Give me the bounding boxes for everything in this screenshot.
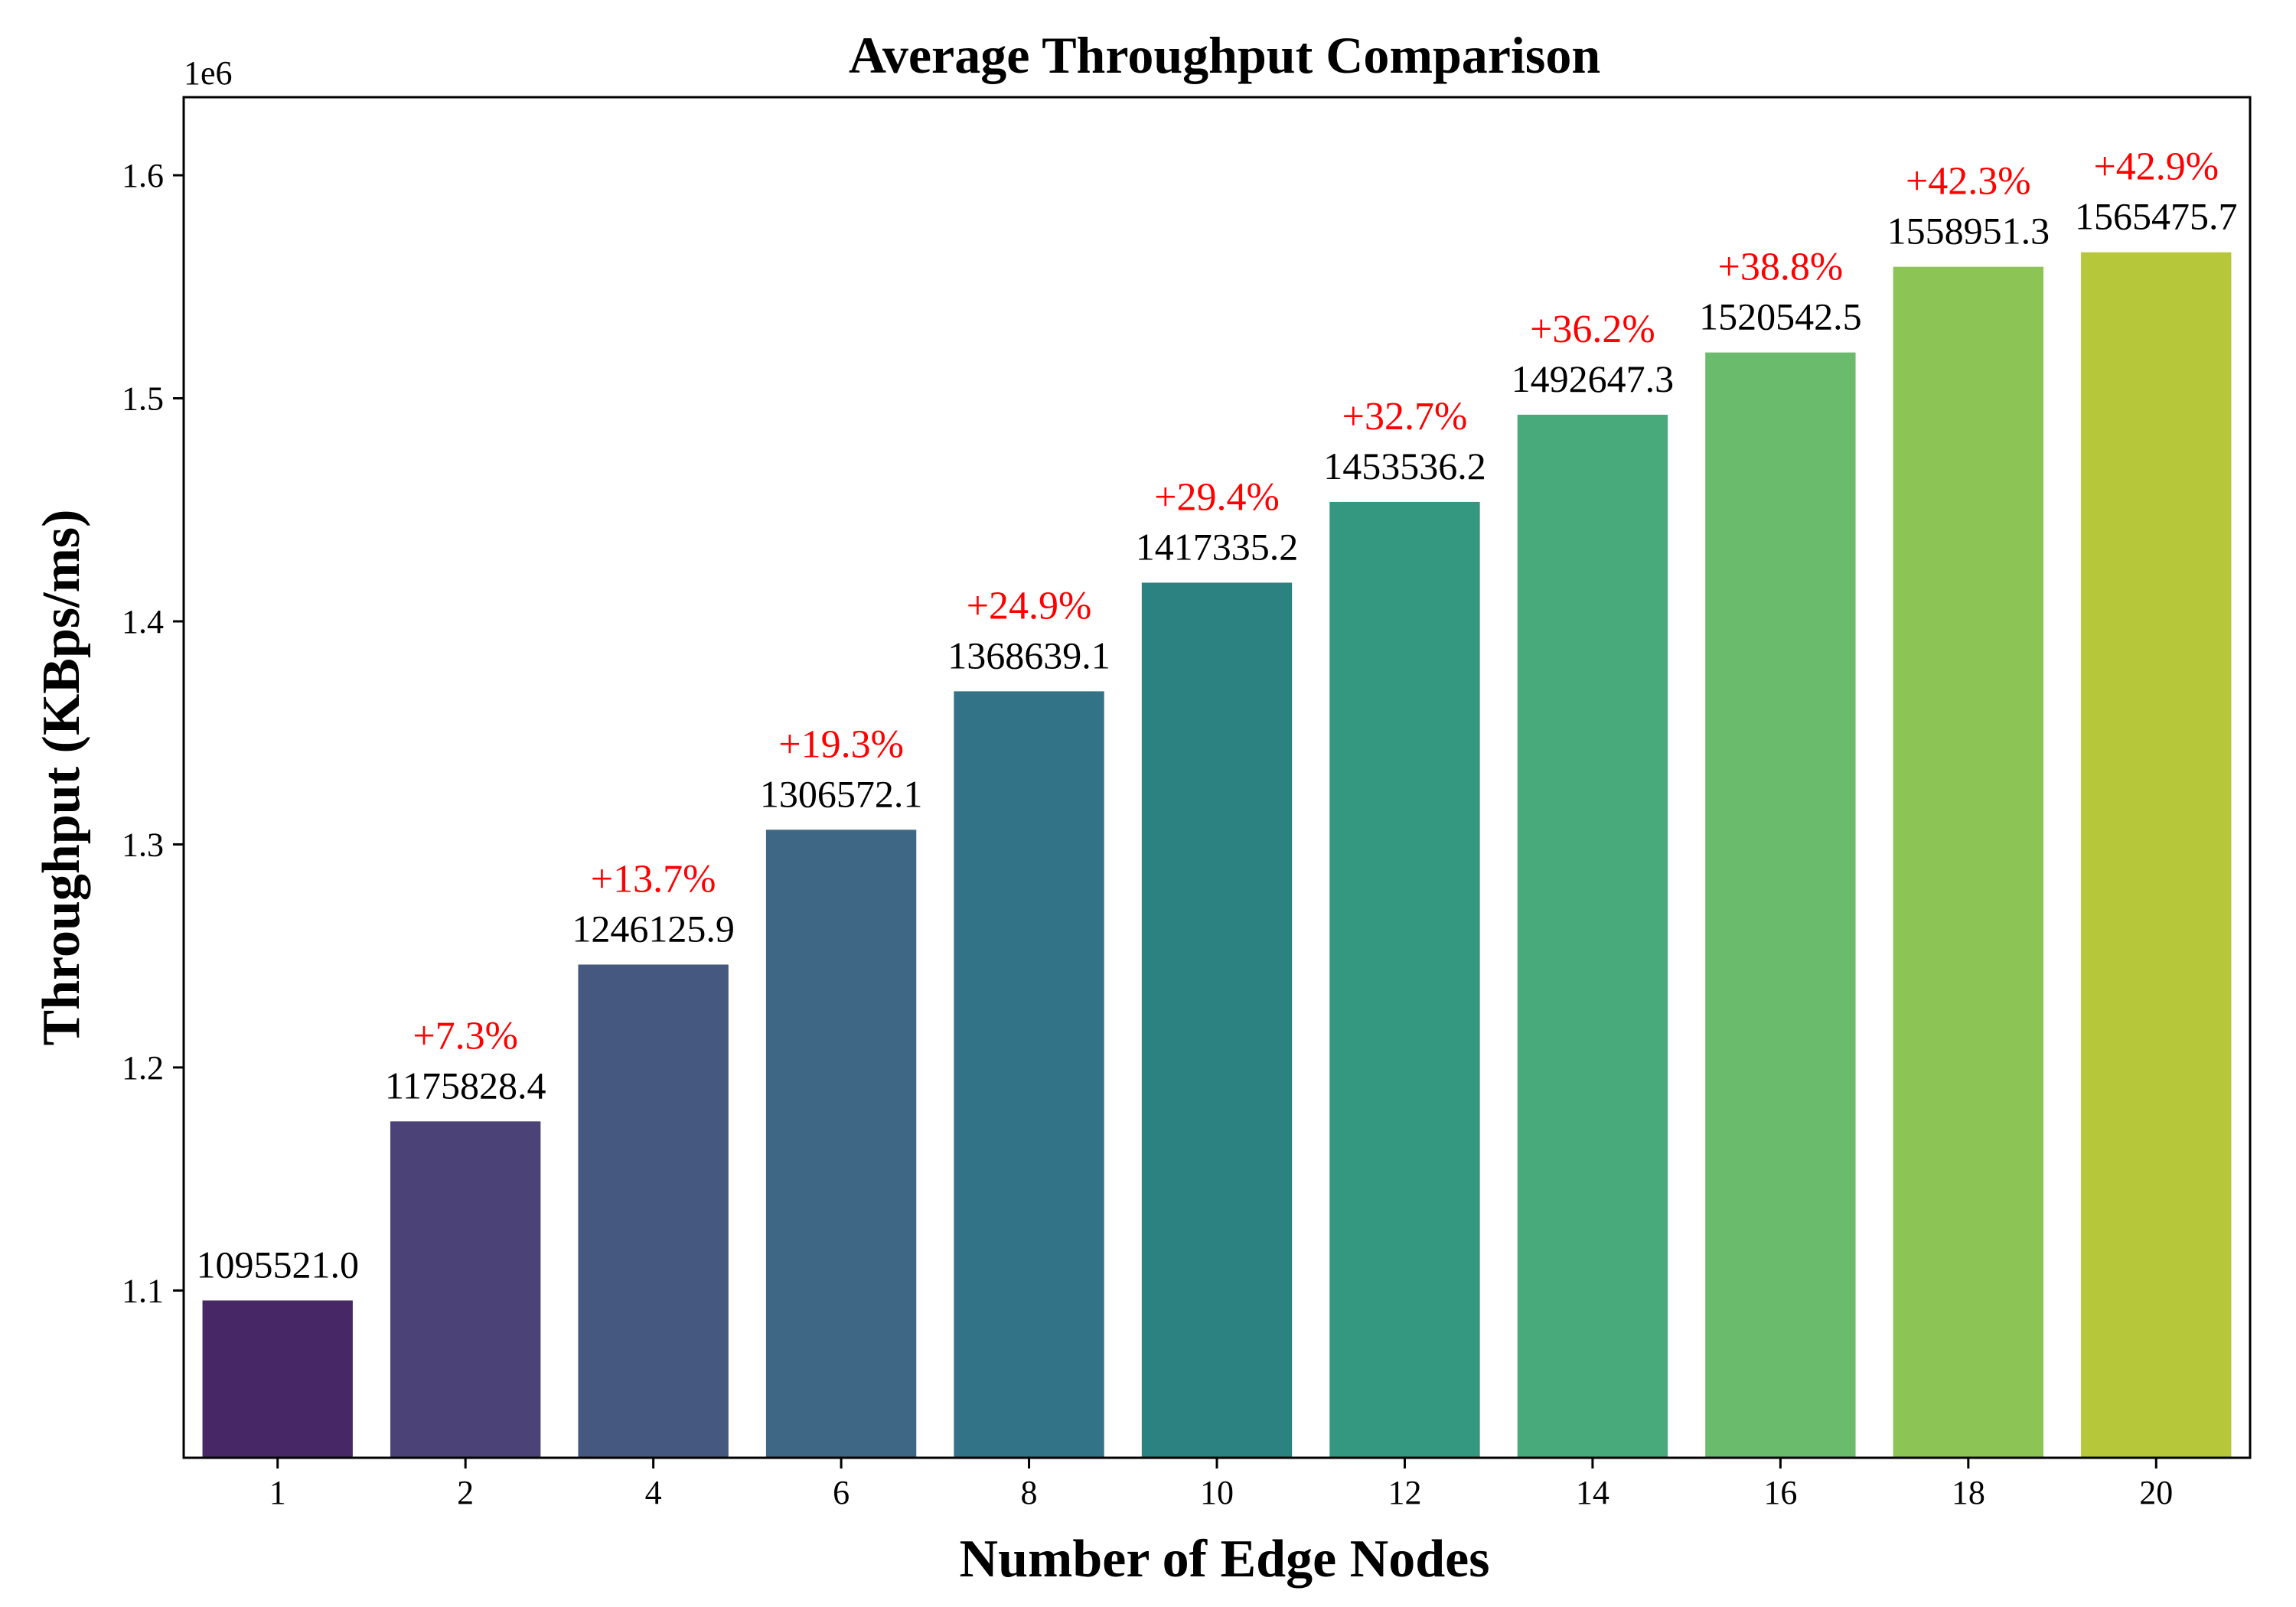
x-tick-label-4: 4 bbox=[645, 1474, 662, 1511]
y-tick-label-1.1: 1.1 bbox=[122, 1272, 164, 1309]
value-label-14: 1492647.3 bbox=[1512, 357, 1675, 400]
value-label-8: 1368639.1 bbox=[947, 634, 1110, 676]
plot-frame bbox=[182, 96, 2252, 1459]
bar-2 bbox=[390, 1121, 541, 1458]
improvement-label-6: +19.3% bbox=[778, 722, 904, 766]
x-tick-label-8: 8 bbox=[1021, 1474, 1038, 1511]
value-label-18: 1558951.3 bbox=[1887, 210, 2050, 253]
bar-14 bbox=[1517, 414, 1668, 1458]
x-axis-title: Number of Edge Nodes bbox=[960, 1530, 1490, 1589]
value-label-6: 1306572.1 bbox=[760, 772, 923, 815]
x-tick-label-2: 2 bbox=[457, 1474, 474, 1511]
improvement-label-10: +29.4% bbox=[1154, 475, 1280, 519]
y-tick-label-1.6: 1.6 bbox=[122, 157, 164, 194]
bar-8 bbox=[954, 691, 1104, 1458]
bar-12 bbox=[1329, 501, 1480, 1458]
value-label-12: 1453536.2 bbox=[1323, 445, 1486, 487]
x-tick-label-10: 10 bbox=[1200, 1474, 1234, 1511]
x-tick-label-6: 6 bbox=[833, 1474, 850, 1511]
improvement-label-14: +36.2% bbox=[1530, 308, 1655, 351]
improvement-label-4: +13.7% bbox=[591, 857, 716, 901]
y-axis-title: Throughput (KBps/ms) bbox=[32, 510, 91, 1046]
improvement-label-8: +24.9% bbox=[967, 584, 1092, 627]
bar-4 bbox=[578, 964, 729, 1458]
improvement-label-2: +7.3% bbox=[413, 1014, 518, 1058]
value-label-4: 1246125.9 bbox=[572, 907, 735, 950]
y-tick-label-1.2: 1.2 bbox=[122, 1049, 164, 1087]
x-tick-label-20: 20 bbox=[2139, 1474, 2173, 1511]
improvement-label-16: +38.8% bbox=[1718, 246, 1844, 289]
x-tick-label-16: 16 bbox=[1763, 1474, 1797, 1511]
improvement-label-20: +42.9% bbox=[2093, 145, 2219, 189]
bar-18 bbox=[1893, 266, 2043, 1458]
value-label-16: 1520542.5 bbox=[1699, 295, 1862, 338]
y-tick-label-1.3: 1.3 bbox=[122, 826, 164, 863]
x-tick-label-18: 18 bbox=[1952, 1474, 1985, 1511]
bars-group bbox=[202, 252, 2232, 1458]
bar-labels-group: 1095521.0 1175828.4 +7.3% 1246125.9 +13.7% 13… bbox=[196, 145, 2237, 1286]
x-axis: 1 2 4 6 8 10 12 14 16 18 20 bbox=[269, 1458, 2173, 1511]
bar-20 bbox=[2081, 252, 2232, 1458]
bar-1 bbox=[202, 1300, 353, 1458]
value-label-2: 1175828.4 bbox=[385, 1064, 546, 1107]
value-label-20: 1565475.7 bbox=[2075, 195, 2238, 238]
y-axis-offset-label: 1e6 bbox=[184, 54, 233, 92]
x-tick-label-12: 12 bbox=[1388, 1474, 1421, 1511]
value-label-10: 1417335.2 bbox=[1136, 525, 1299, 568]
y-tick-label-1.5: 1.5 bbox=[122, 380, 164, 417]
y-axis: 1.1 1.2 1.3 1.4 1.5 1.6 bbox=[122, 157, 184, 1309]
bar-6 bbox=[765, 830, 917, 1458]
x-tick-label-14: 14 bbox=[1576, 1474, 1609, 1511]
bar-10 bbox=[1141, 582, 1293, 1458]
x-tick-label-1: 1 bbox=[269, 1474, 286, 1511]
chart-title: Average Throughput Comparison bbox=[849, 26, 1600, 84]
y-tick-label-1.4: 1.4 bbox=[122, 603, 164, 641]
bar-16 bbox=[1705, 352, 1856, 1458]
value-label-1: 1095521.0 bbox=[196, 1243, 359, 1286]
improvement-label-12: +32.7% bbox=[1342, 395, 1468, 438]
improvement-label-18: +42.3% bbox=[1906, 160, 2031, 204]
